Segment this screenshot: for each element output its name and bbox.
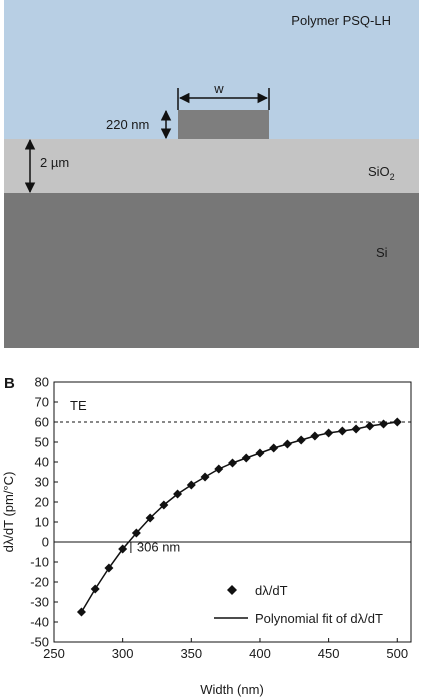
data-point: [365, 421, 375, 431]
data-point: [379, 419, 389, 429]
thermal-shift-chart: -50 -40 -30 -20 -10 0 10 20 30 40 50 60 70 80 250 300 35…: [1, 375, 412, 697]
y-tick-label: 60: [35, 415, 49, 430]
sio2-label-subscript: 2: [390, 172, 395, 182]
width-label: w: [213, 81, 224, 96]
si-label: Si: [376, 245, 388, 260]
sio2-label: SiO2: [368, 164, 395, 182]
y-tick-label: 30: [35, 475, 49, 490]
data-point: [200, 472, 210, 482]
data-point: [173, 489, 183, 499]
panel-b-letter: B: [4, 375, 15, 392]
y-tick-label: -50: [30, 635, 49, 650]
data-point: [131, 528, 141, 538]
data-point: [214, 464, 224, 474]
data-point: [296, 435, 306, 445]
x-tick-label: 300: [112, 646, 134, 661]
y-tick-label: 10: [35, 515, 49, 530]
x-tick-label: 400: [249, 646, 271, 661]
legend: dλ/dT Polynomial fit of dλ/dT: [214, 583, 383, 626]
x-tick-label: 250: [43, 646, 65, 661]
data-point: [186, 480, 196, 490]
x-tick-label: 350: [180, 646, 202, 661]
y-tick-label: 70: [35, 395, 49, 410]
x-tick-label: 450: [318, 646, 340, 661]
legend-line-label: Polynomial fit of dλ/dT: [255, 611, 383, 626]
mode-label: TE: [70, 398, 87, 413]
polymer-label: Polymer PSQ-LH: [291, 13, 391, 28]
y-tick-label: -10: [30, 555, 49, 570]
legend-marker-label: dλ/dT: [255, 583, 288, 598]
y-tick-label: -30: [30, 595, 49, 610]
polynomial-fit-line: [80, 421, 398, 613]
crossing-label: 306 nm: [137, 540, 180, 555]
data-point: [76, 607, 86, 617]
y-tick-label: -40: [30, 615, 49, 630]
data-point: [90, 584, 100, 594]
plot-frame: [53, 381, 412, 643]
data-point: [351, 424, 361, 434]
y-tick-label: 50: [35, 435, 49, 450]
y-tick-label: 20: [35, 495, 49, 510]
data-point: [324, 428, 334, 438]
data-point: [104, 563, 114, 573]
data-point: [145, 513, 155, 523]
x-tick-label: 500: [386, 646, 408, 661]
thickness-label: 2 µm: [40, 155, 69, 170]
data-point: [310, 431, 320, 441]
waveguide-core: [178, 110, 269, 139]
sio2-layer: [4, 139, 419, 193]
data-point: [392, 417, 402, 427]
data-point: [241, 453, 251, 463]
data-point: [282, 439, 292, 449]
height-label: 220 nm: [106, 117, 149, 132]
data-point: [337, 426, 347, 436]
cross-section-diagram: Polymer PSQ-LH SiO2 Si w 220 nm 2 µm: [4, 0, 419, 348]
y-tick-label: 80: [35, 375, 49, 390]
x-axis-label: Width (nm): [200, 682, 264, 697]
data-point: [159, 500, 169, 510]
data-point: [269, 443, 279, 453]
data-point: [118, 544, 128, 554]
y-tick-label: 0: [42, 535, 49, 550]
sio2-label-main: SiO: [368, 164, 390, 179]
data-point: [228, 458, 237, 468]
legend-marker-symbol: [227, 585, 237, 595]
y-tick-label: -20: [30, 575, 49, 590]
si-layer: [4, 193, 419, 348]
data-point: [255, 448, 265, 458]
y-tick-label: 40: [35, 455, 49, 470]
y-axis-label: dλ/dT (pm/°C): [1, 472, 16, 553]
